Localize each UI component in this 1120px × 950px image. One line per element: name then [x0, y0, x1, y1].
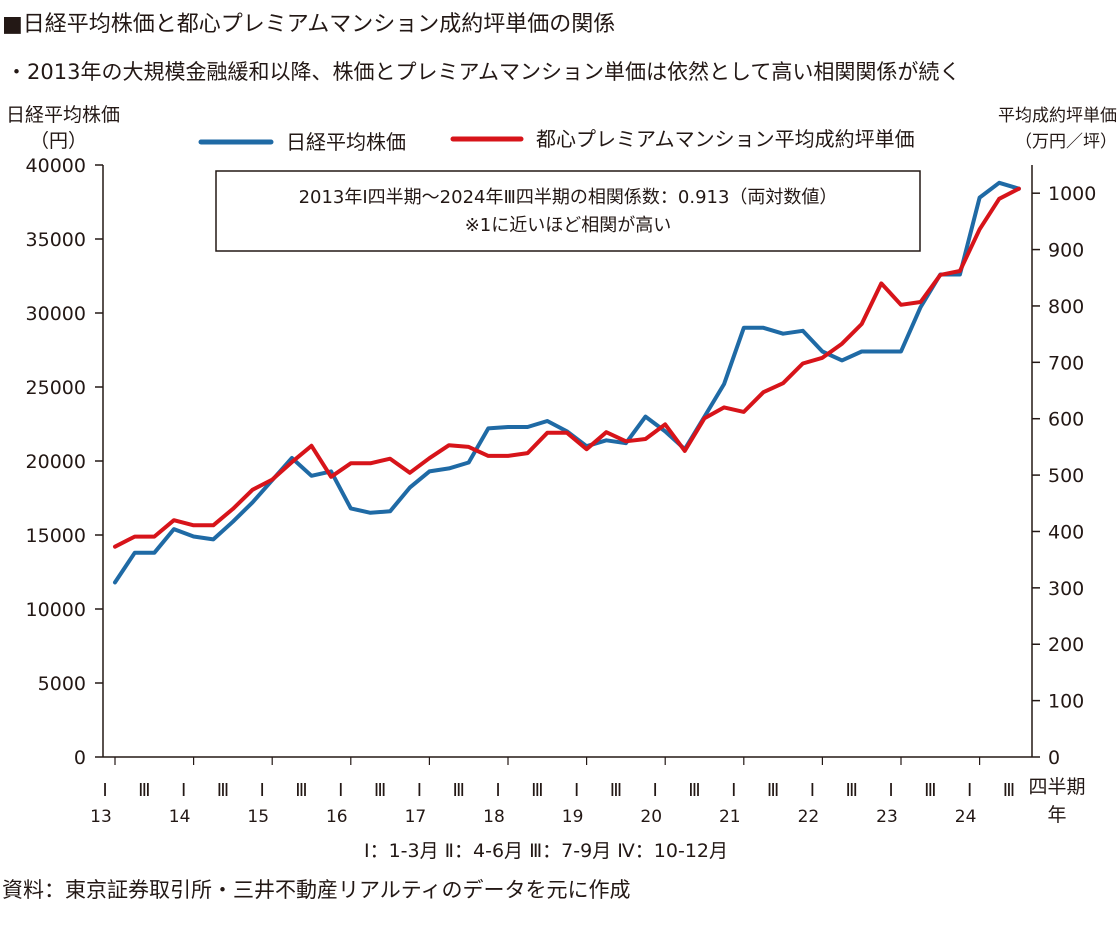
quarter-mark: Ⅲ [531, 780, 543, 801]
annotation-line1: 2013年Ⅰ四半期～2024年Ⅲ四半期の相関係数：0.913（両対数値） [299, 187, 838, 208]
source-note: 資料：東京証券取引所・三井不動産リアルティのデータを元に作成 [2, 878, 631, 902]
quarter-mark: Ⅰ [495, 780, 500, 801]
left-axis-title-line1: 日経平均株価 [6, 104, 120, 126]
annotation-line2: ※1に近いほど相関が高い [465, 215, 672, 236]
quarter-mark: Ⅰ [810, 780, 815, 801]
right-axis-ticks: 0 100 200 300 400 500 600 700 800 900 1000 [1032, 183, 1096, 769]
right-tick-label: 600 [1048, 409, 1084, 431]
year-label: 17 [405, 807, 427, 827]
chart-title: ■日経平均株価と都心プレミアムマンション成約坪単価の関係 [2, 12, 616, 37]
left-tick-label: 25000 [26, 377, 86, 399]
quarter-mark: Ⅲ [610, 780, 622, 801]
year-label: 18 [483, 807, 505, 827]
right-tick-label: 100 [1048, 691, 1084, 713]
quarter-mark: Ⅲ [688, 780, 700, 801]
quarter-mark: Ⅲ [374, 780, 386, 801]
year-label: 22 [798, 807, 820, 827]
left-axis-ticks: 0 5000 10000 15000 20000 25000 30000 35000 40000 [26, 155, 103, 769]
chart-subtitle: ・2013年の大規模金融緩和以降、株価とプレミアムマンション単価は依然として高い… [6, 60, 961, 84]
quarter-mark: Ⅰ [417, 780, 422, 801]
x-axis-year-label: 年 [1047, 804, 1066, 826]
quarter-mark: Ⅰ [338, 780, 343, 801]
right-axis-title-line2: （万円／坪） [1015, 132, 1117, 152]
year-label: 24 [955, 807, 977, 827]
left-tick-label: 40000 [26, 155, 86, 177]
right-tick-label: 800 [1048, 296, 1084, 318]
quarter-mark: Ⅲ [138, 780, 150, 801]
year-label: 21 [719, 807, 741, 827]
series-line-mansion [113, 186, 1021, 549]
year-label: 14 [169, 807, 191, 827]
quarter-legend-note: Ⅰ：1-3月 Ⅱ：4-6月 Ⅲ：7-9月 Ⅳ：10-12月 [364, 840, 728, 862]
quarter-mark: Ⅲ [295, 780, 307, 801]
x-axis-ticks: Ⅰ Ⅲ 13 Ⅰ Ⅲ 14 Ⅰ Ⅲ 15 Ⅰ Ⅲ 16 Ⅰ Ⅲ 17 Ⅰ Ⅲ 18 Ⅰ Ⅲ 19 Ⅰ Ⅲ 20 Ⅰ Ⅲ 21 Ⅰ Ⅲ 22… [90, 757, 1015, 827]
quarter-mark: Ⅰ [102, 780, 107, 801]
right-tick-label: 0 [1048, 747, 1060, 769]
left-tick-label: 30000 [26, 303, 86, 325]
left-tick-label: 15000 [26, 525, 86, 547]
year-label: 16 [326, 807, 348, 827]
left-axis-title-line2: （円） [30, 130, 87, 152]
right-tick-label: 300 [1048, 578, 1084, 600]
year-label: 23 [876, 807, 898, 827]
quarter-mark: Ⅲ [767, 780, 779, 801]
x-axis-quarter-label: 四半期 [1028, 776, 1085, 798]
right-tick-label: 500 [1048, 465, 1084, 487]
quarter-mark: Ⅰ [260, 780, 265, 801]
legend-label-nikkei: 日経平均株価 [286, 130, 406, 154]
year-label: 15 [247, 807, 269, 827]
right-tick-label: 700 [1048, 352, 1084, 374]
right-tick-label: 900 [1048, 240, 1084, 262]
quarter-mark: Ⅲ [217, 780, 229, 801]
quarter-mark: Ⅰ [181, 780, 186, 801]
left-tick-label: 10000 [26, 599, 86, 621]
annotation-box [215, 170, 921, 252]
quarter-mark: Ⅰ [574, 780, 579, 801]
quarter-mark: Ⅲ [452, 780, 464, 801]
left-tick-label: 0 [74, 747, 86, 769]
right-tick-label: 1000 [1048, 183, 1096, 205]
right-tick-label: 400 [1048, 521, 1084, 543]
left-tick-label: 20000 [26, 451, 86, 473]
legend-label-mansion: 都心プレミアムマンション平均成約坪単価 [536, 127, 915, 151]
quarter-mark: Ⅰ [967, 780, 972, 801]
quarter-mark: Ⅲ [1003, 780, 1015, 801]
series-layer [113, 180, 1021, 585]
left-tick-label: 35000 [26, 229, 86, 251]
left-tick-label: 5000 [38, 673, 86, 695]
year-label: 19 [562, 807, 584, 827]
right-tick-label: 200 [1048, 634, 1084, 656]
right-axis-title-line1: 平均成約坪単価 [998, 106, 1117, 126]
quarter-mark: Ⅰ [653, 780, 658, 801]
year-label: 13 [90, 807, 112, 827]
year-label: 20 [640, 807, 662, 827]
quarter-mark: Ⅰ [888, 780, 893, 801]
quarter-mark: Ⅲ [924, 780, 936, 801]
quarter-mark: Ⅰ [731, 780, 736, 801]
quarter-mark: Ⅲ [845, 780, 857, 801]
